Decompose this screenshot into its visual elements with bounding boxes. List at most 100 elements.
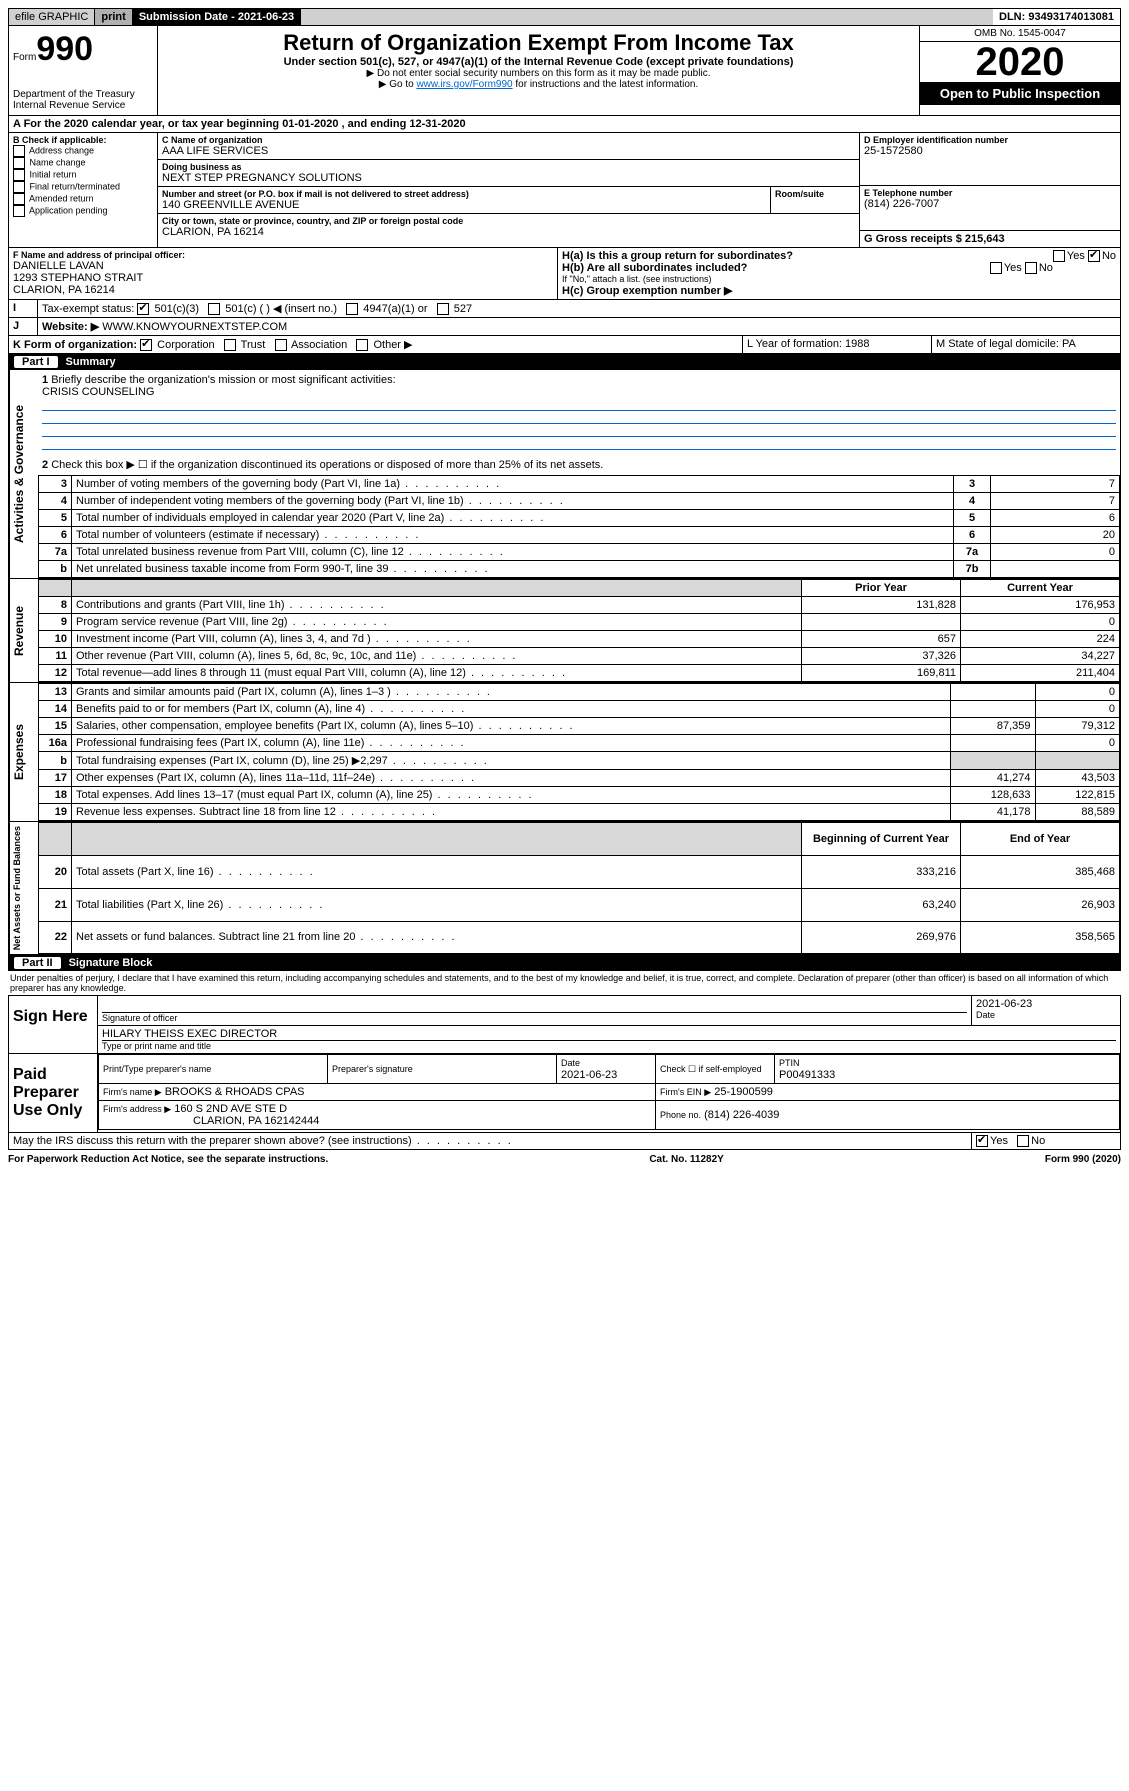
org-form-opt[interactable]: Other ▶ [353, 339, 418, 351]
top-bar: efile GRAPHIC print Submission Date - 20… [8, 8, 1121, 26]
entity-block: B Check if applicable: Address change Na… [8, 133, 1121, 248]
note-ssn: ▶ Do not enter social security numbers o… [162, 68, 915, 79]
boxb-item[interactable]: Application pending [13, 205, 153, 217]
net-table: Beginning of Current YearEnd of Year20To… [38, 822, 1120, 954]
footer-right: Form 990 (2020) [1045, 1154, 1121, 1165]
tax-status-opt[interactable]: 501(c)(3) [137, 303, 205, 315]
ein: 25-1572580 [864, 145, 1116, 157]
city: CLARION, PA 16214 [162, 226, 855, 238]
boxf-label: F Name and address of principal officer: [13, 250, 553, 260]
dept: Department of the Treasury [13, 89, 153, 100]
org-name: AAA LIFE SERVICES [162, 145, 855, 157]
table-row: 17Other expenses (Part IX, column (A), l… [39, 770, 1120, 787]
addr-label: Number and street (or P.O. box if mail i… [162, 189, 766, 199]
h-note: If "No," attach a list. (see instruction… [562, 274, 1116, 284]
tax-status-opt[interactable]: 4947(a)(1) or [343, 303, 433, 315]
sig-officer-label: Signature of officer [102, 1013, 967, 1023]
table-row: 9Program service revenue (Part VIII, lin… [39, 614, 1120, 631]
form-header: Form990 Department of the Treasury Inter… [8, 26, 1121, 116]
website-label: Website: ▶ [42, 321, 99, 333]
gross-receipts: G Gross receipts $ 215,643 [864, 233, 1116, 245]
org-form-opt[interactable]: Association [271, 339, 353, 351]
table-row: bTotal fundraising expenses (Part IX, co… [39, 752, 1120, 770]
boxb-item[interactable]: Final return/terminated [13, 181, 153, 193]
table-row: 16aProfessional fundraising fees (Part I… [39, 735, 1120, 752]
l1v: CRISIS COUNSELING [42, 386, 154, 398]
note-link: ▶ Go to www.irs.gov/Form990 for instruct… [162, 79, 915, 90]
expenses-block: Expenses 13Grants and similar amounts pa… [8, 683, 1121, 822]
perjury: Under penalties of perjury, I declare th… [8, 971, 1121, 995]
revenue-block: Revenue Prior YearCurrent Year8Contribut… [8, 579, 1121, 683]
table-row: 22Net assets or fund balances. Subtract … [39, 921, 1120, 954]
boxk-label: K Form of organization: [13, 339, 137, 351]
discuss-row: May the IRS discuss this return with the… [8, 1133, 1121, 1150]
footer-left: For Paperwork Reduction Act Notice, see … [8, 1154, 328, 1165]
discuss-no-checkbox[interactable] [1017, 1135, 1029, 1147]
sig-date: 2021-06-23 [976, 998, 1116, 1010]
tax-year: 2020 [920, 42, 1120, 82]
table-row: 14Benefits paid to or for members (Part … [39, 701, 1120, 718]
table-row: 12Total revenue—add lines 8 through 11 (… [39, 665, 1120, 682]
paid-preparer-block: Paid Preparer Use Only Print/Type prepar… [8, 1054, 1121, 1133]
efile-label: efile GRAPHIC [9, 9, 95, 25]
table-row: 21Total liabilities (Part X, line 26)63,… [39, 888, 1120, 921]
table-row: 8Contributions and grants (Part VIII, li… [39, 597, 1120, 614]
table-row: 19Revenue less expenses. Subtract line 1… [39, 804, 1120, 821]
section-expenses: Expenses [9, 683, 38, 821]
table-row: bNet unrelated business taxable income f… [39, 561, 1120, 578]
footer-mid: Cat. No. 11282Y [649, 1154, 723, 1165]
revenue-table: Prior YearCurrent Year8Contributions and… [38, 579, 1120, 682]
boxb-item[interactable]: Initial return [13, 169, 153, 181]
sign-here: Sign Here [9, 996, 98, 1053]
boxb-label: B Check if applicable: [13, 135, 153, 145]
name-label: C Name of organization [162, 135, 855, 145]
summary-block: Activities & Governance 1 Briefly descri… [8, 370, 1121, 579]
website: WWW.KNOWYOURNEXTSTEP.COM [102, 321, 287, 333]
ein-label: D Employer identification number [864, 135, 1116, 145]
boxi-label: Tax-exempt status: [42, 303, 134, 315]
discuss-yes-checkbox[interactable] [976, 1135, 988, 1147]
discuss: May the IRS discuss this return with the… [9, 1133, 972, 1149]
phone-label: E Telephone number [864, 188, 1116, 198]
boxb-item[interactable]: Name change [13, 157, 153, 169]
officer-name-title: HILARY THEISS EXEC DIRECTOR [102, 1028, 1116, 1041]
table-row: 20Total assets (Part X, line 16)333,2163… [39, 855, 1120, 888]
org-form-row: K Form of organization: Corporation Trus… [8, 336, 1121, 354]
ha: H(a) Is this a group return for subordin… [562, 250, 1116, 262]
officer-block: F Name and address of principal officer:… [8, 248, 1121, 300]
netassets-block: Net Assets or Fund Balances Beginning of… [8, 822, 1121, 955]
boxb-item[interactable]: Amended return [13, 193, 153, 205]
section-revenue: Revenue [9, 579, 38, 682]
table-row: 6Total number of volunteers (estimate if… [39, 527, 1120, 544]
form-word: Form [13, 52, 36, 63]
table-row: 13Grants and similar amounts paid (Part … [39, 684, 1120, 701]
print-button[interactable]: print [95, 9, 132, 25]
section-net: Net Assets or Fund Balances [9, 822, 38, 954]
table-row: 3Number of voting members of the governi… [39, 476, 1120, 493]
sig-date-label: Date [976, 1010, 1116, 1020]
type-label: Type or print name and title [102, 1041, 1116, 1051]
l1: Briefly describe the organization's miss… [51, 374, 395, 386]
tax-status-opt[interactable]: 501(c) ( ) ◀ (insert no.) [205, 303, 343, 315]
room-label: Room/suite [775, 189, 855, 199]
street: 140 GREENVILLE AVENUE [162, 199, 766, 211]
org-form-opt[interactable]: Corporation [140, 339, 221, 351]
dln: DLN: 93493174013081 [993, 9, 1120, 25]
dba-label: Doing business as [162, 162, 855, 172]
boxb-item[interactable]: Address change [13, 145, 153, 157]
paid-label: Paid Preparer Use Only [9, 1054, 98, 1132]
officer-addr: 1293 STEPHANO STRAIT [13, 272, 553, 284]
org-form-opt[interactable]: Trust [221, 339, 272, 351]
part2-header: Part II Signature Block [8, 955, 1121, 971]
table-row: 11Other revenue (Part VIII, column (A), … [39, 648, 1120, 665]
l2: Check this box ▶ ☐ if the organization d… [51, 459, 603, 471]
year-formation: L Year of formation: 1988 [743, 336, 932, 353]
period-row: A For the 2020 calendar year, or tax yea… [8, 116, 1121, 133]
tax-status-opt[interactable]: 527 [434, 303, 479, 315]
hc: H(c) Group exemption number ▶ [562, 284, 1116, 297]
form-title: Return of Organization Exempt From Incom… [162, 30, 915, 56]
form-number: 990 [36, 30, 93, 68]
officer-city: CLARION, PA 16214 [13, 284, 553, 296]
irs-link[interactable]: www.irs.gov/Form990 [416, 79, 512, 90]
section-activities: Activities & Governance [9, 370, 38, 578]
